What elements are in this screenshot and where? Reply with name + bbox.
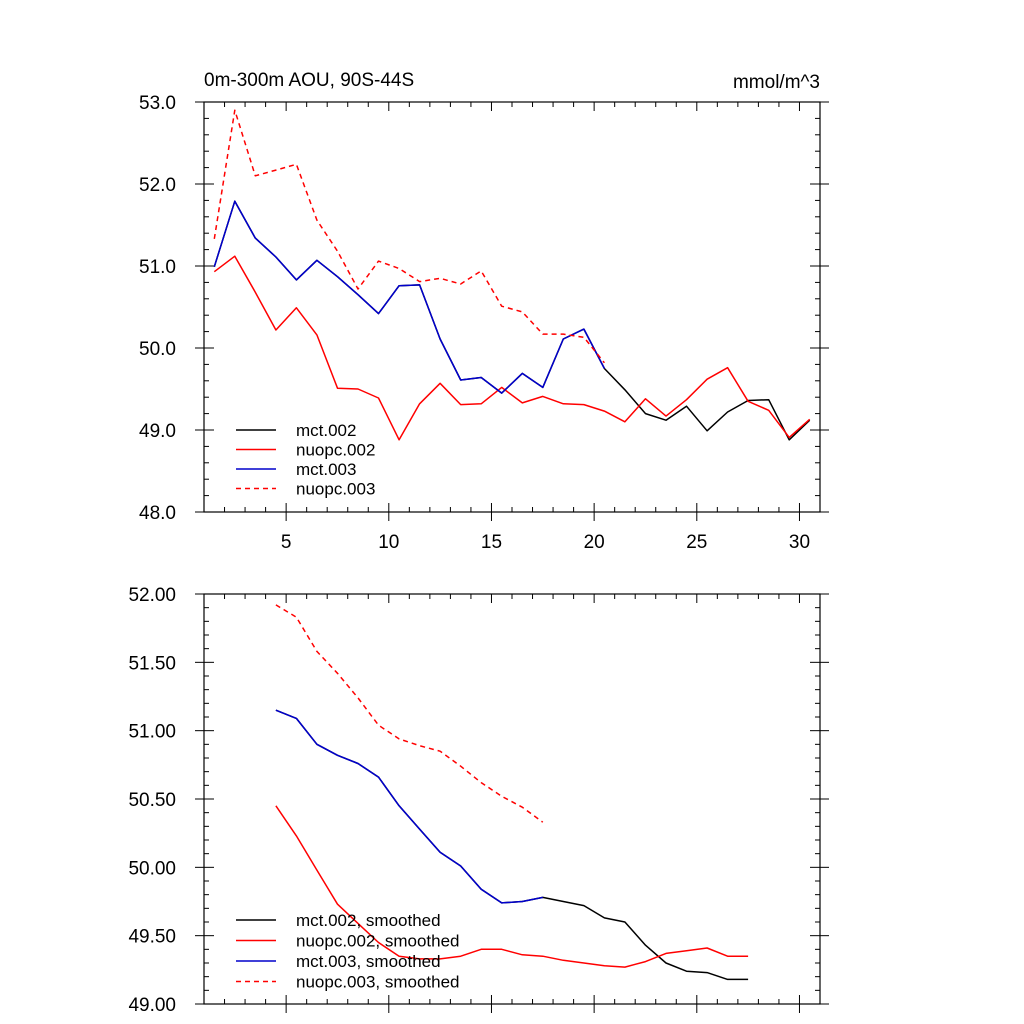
legend-label: mct.003: [296, 460, 356, 479]
legend-label: mct.002, smoothed: [296, 911, 441, 930]
series-line-mct-002: [213, 200, 811, 441]
top-chart-units: mmol/m^3: [733, 72, 820, 93]
y-tick-label: 49.00: [128, 995, 176, 1016]
y-tick-label: 50.00: [128, 858, 176, 879]
y-tick-label: 50.0: [139, 339, 176, 360]
x-tick-label: 15: [481, 532, 502, 553]
y-tick-label: 51.00: [128, 722, 176, 743]
y-tick-label: 52.00: [128, 585, 176, 606]
x-tick-label: 20: [584, 532, 605, 553]
y-tick-label: 51.0: [139, 257, 176, 278]
bottom-panel: 49.00 49.50 50.00 50.50 51.00 51.50 52.00 mct.…: [128, 585, 829, 1016]
legend-label: mct.003, smoothed: [296, 952, 441, 971]
series-line-mct-003: [213, 200, 606, 394]
x-tick-label: 25: [686, 532, 707, 553]
legend-label: nuopc.003: [296, 480, 375, 499]
x-tick-label: 5: [281, 532, 292, 553]
y-tick-label: 50.50: [128, 790, 176, 811]
top-plot-frame: [203, 101, 821, 513]
legend-label: nuopc.003, smoothed: [296, 973, 460, 992]
y-tick-label: 49.50: [128, 927, 176, 948]
series-line-nuopc-002-smoothed: [275, 805, 749, 968]
series-line-mct-003-smoothed: [275, 709, 543, 904]
y-tick-label: 49.0: [139, 421, 176, 442]
top-chart-title: 0m-300m AOU, 90S-44S: [204, 70, 414, 91]
legend-label: mct.002: [296, 421, 356, 440]
x-tick-label: 10: [378, 532, 399, 553]
y-tick-label: 53.0: [139, 93, 176, 114]
legend-label: nuopc.002, smoothed: [296, 932, 460, 951]
series-line-nuopc-003-smoothed: [275, 604, 544, 823]
series-line-nuopc-003: [213, 109, 605, 364]
bottom-plot-frame: [203, 593, 821, 1005]
y-tick-label: 51.50: [128, 653, 176, 674]
series-line-nuopc-002: [213, 255, 811, 441]
top-panel: 0m-300m AOU, 90S-44S mmol/m^3 5 10 15 20 25 3…: [139, 70, 829, 553]
x-tick-label: 30: [789, 532, 810, 553]
y-tick-label: 52.0: [139, 175, 176, 196]
legend-label: nuopc.002: [296, 441, 375, 460]
y-tick-label: 48.0: [139, 503, 176, 524]
